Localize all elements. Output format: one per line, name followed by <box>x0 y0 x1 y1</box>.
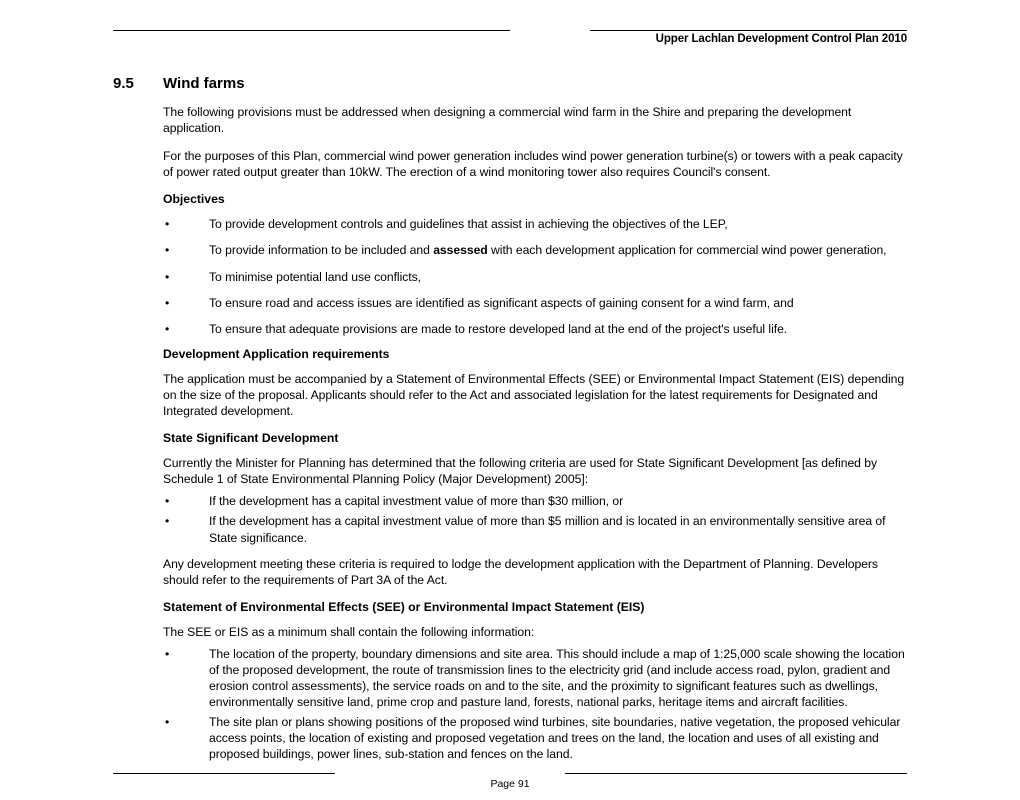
bullet-icon: • <box>163 216 209 232</box>
list-item-text: If the development has a capital investm… <box>209 493 623 509</box>
document-page: Upper Lachlan Development Control Plan 2… <box>113 0 907 800</box>
ssd-paragraph-1: Currently the Minister for Planning has … <box>163 455 907 487</box>
list-item: •If the development has a capital invest… <box>163 513 907 545</box>
list-item-text: The site plan or plans showing positions… <box>209 714 907 762</box>
bullet-icon: • <box>163 295 209 311</box>
page-number: Page 91 <box>113 778 907 790</box>
section-title: Wind farms <box>163 75 245 92</box>
da-requirements-heading: Development Application requirements <box>163 347 907 361</box>
objectives-heading: Objectives <box>163 192 907 206</box>
bullet-icon: • <box>163 242 209 258</box>
list-item: •To ensure road and access issues are id… <box>163 295 907 311</box>
list-item: •The site plan or plans showing position… <box>163 714 907 762</box>
bullet-icon: • <box>163 269 209 285</box>
footer-rule <box>113 773 907 774</box>
list-item: •To ensure that adequate provisions are … <box>163 321 907 337</box>
list-item-text: The location of the property, boundary d… <box>209 646 907 710</box>
list-item-text: If the development has a capital investm… <box>209 513 907 545</box>
list-item-text: To ensure that adequate provisions are m… <box>209 321 787 337</box>
list-item: •To provide information to be included a… <box>163 242 907 258</box>
header-rule <box>113 30 907 31</box>
da-requirements-paragraph: The application must be accompanied by a… <box>163 371 907 419</box>
objectives-list: •To provide development controls and gui… <box>163 216 907 336</box>
bullet-icon: • <box>163 513 209 545</box>
see-paragraph-1: The SEE or EIS as a minimum shall contai… <box>163 624 907 640</box>
list-item-text: To ensure road and access issues are ide… <box>209 295 794 311</box>
section-number: 9.5 <box>113 75 149 92</box>
running-header: Upper Lachlan Development Control Plan 2… <box>113 33 907 45</box>
see-contents-list: •The location of the property, boundary … <box>163 646 907 763</box>
bullet-icon: • <box>163 646 209 710</box>
bullet-icon: • <box>163 321 209 337</box>
section-heading-row: 9.5 Wind farms <box>113 75 907 92</box>
bullet-icon: • <box>163 493 209 509</box>
list-item-text: To minimise potential land use conflicts… <box>209 269 421 285</box>
list-item-text: To provide development controls and guid… <box>209 216 728 232</box>
ssd-paragraph-2: Any development meeting these criteria i… <box>163 556 907 588</box>
list-item: •The location of the property, boundary … <box>163 646 907 710</box>
list-item: •If the development has a capital invest… <box>163 493 907 509</box>
see-heading: Statement of Environmental Effects (SEE)… <box>163 600 907 614</box>
intro-paragraph-2: For the purposes of this Plan, commercia… <box>163 148 907 180</box>
ssd-criteria-list: •If the development has a capital invest… <box>163 493 907 545</box>
list-item-text: To provide information to be included an… <box>209 242 887 258</box>
intro-paragraph-1: The following provisions must be address… <box>163 104 907 136</box>
ssd-heading: State Significant Development <box>163 431 907 445</box>
bullet-icon: • <box>163 714 209 762</box>
list-item: •To provide development controls and gui… <box>163 216 907 232</box>
list-item: •To minimise potential land use conflict… <box>163 269 907 285</box>
body-area: The following provisions must be address… <box>163 104 907 763</box>
